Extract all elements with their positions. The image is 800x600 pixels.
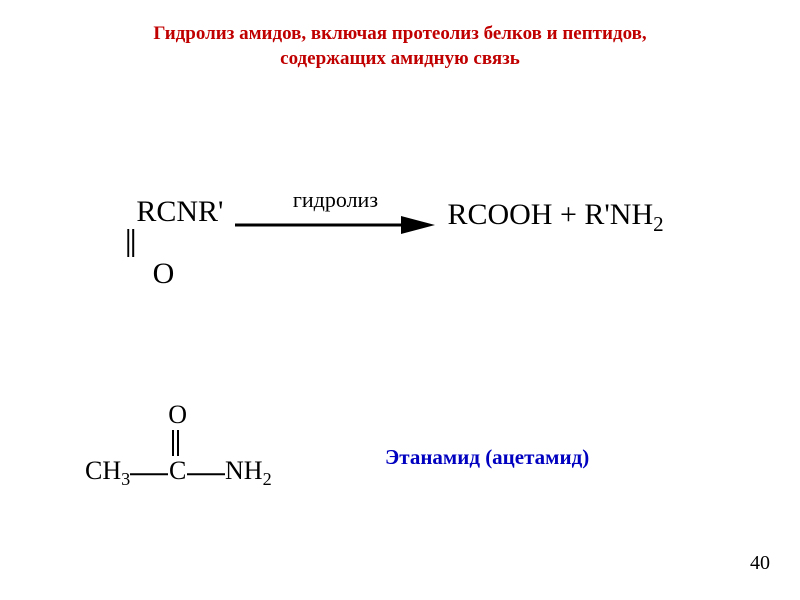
products: RCOOH + R'NH2	[447, 198, 663, 232]
ethan-ch3: CH3	[85, 456, 130, 486]
ethan-c: C	[169, 456, 186, 486]
reaction-row: RCNR' O гидролиз RCOOH + R'NH2	[0, 195, 800, 291]
ethan-bond2	[187, 460, 225, 486]
products-sub: 2	[653, 212, 664, 236]
ethan-nh2: NH2	[225, 456, 272, 486]
page-number: 40	[750, 552, 770, 575]
slide-title: Гидролиз амидов, включая протеолиз белко…	[0, 22, 800, 71]
ethan-o: O	[168, 400, 187, 430]
title-line2: содержащих амидную связь	[280, 48, 520, 69]
ethan-bond1	[130, 460, 168, 486]
slide: Гидролиз амидов, включая протеолиз белко…	[0, 0, 800, 600]
ethanamide-label: Этанамид (ацетамид)	[385, 445, 589, 470]
ethan-c-group: O C	[168, 400, 187, 486]
reactant-bottom: O	[153, 257, 175, 291]
products-text: RCOOH + R'NH	[447, 198, 653, 231]
ethan-double-bond	[172, 430, 184, 456]
ethanamide-structure: CH3 O C NH2	[85, 400, 272, 486]
reactant-amide: RCNR' O	[136, 195, 223, 291]
title-line1: Гидролиз амидов, включая протеолиз белко…	[153, 23, 646, 44]
reaction-arrow-group: гидролиз	[235, 187, 435, 235]
reactant-double-bond	[128, 229, 140, 257]
reaction-arrow	[235, 215, 435, 235]
arrow-label: гидролиз	[293, 187, 378, 213]
reactant-top: RCNR'	[136, 195, 223, 229]
products-formula: RCOOH + R'NH2	[447, 198, 663, 231]
